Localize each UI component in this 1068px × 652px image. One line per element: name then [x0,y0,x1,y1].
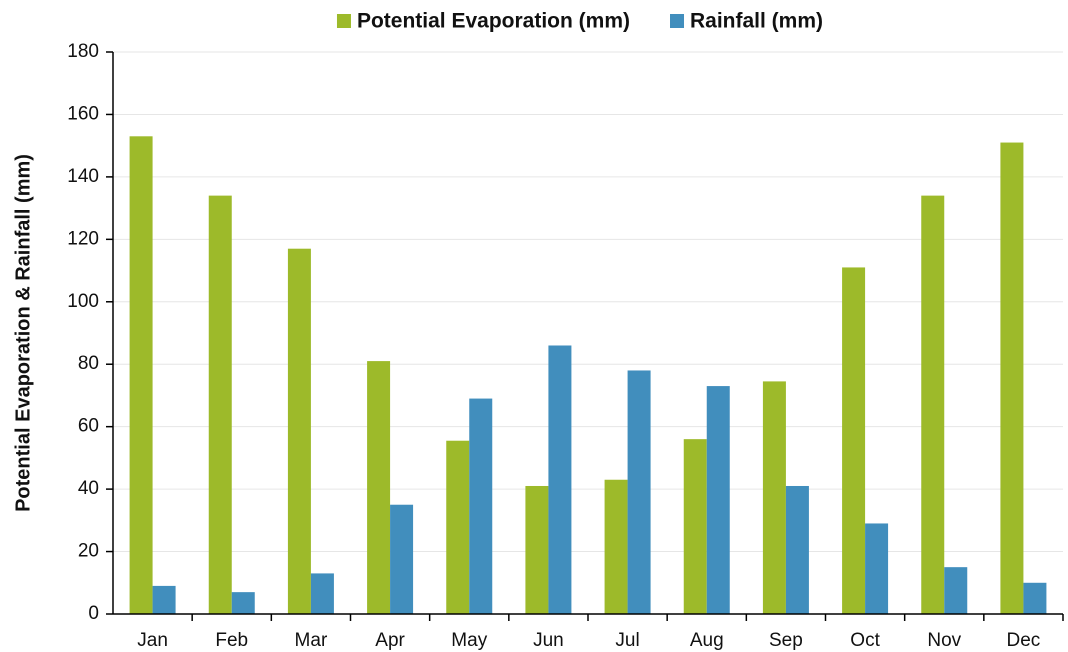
y-tick-label: 120 [67,228,99,249]
y-tick-label: 20 [78,541,99,562]
y-tick-label: 80 [78,353,99,374]
legend-label: Potential Evaporation (mm) [357,10,630,33]
y-tick-label: 140 [67,166,99,187]
x-tick-label: Jul [615,630,639,651]
bar [604,479,628,614]
y-tick-label: 180 [67,41,99,62]
bar [129,136,153,615]
bar [865,523,889,614]
y-tick-label: 40 [78,478,99,499]
y-tick-label: 160 [67,103,99,124]
x-tick-label: Mar [295,630,328,651]
x-tick-label: Jan [137,630,168,651]
bar [208,195,232,614]
y-tick-label: 0 [88,603,99,624]
x-tick-label: Jun [533,630,564,651]
bar [1023,582,1047,614]
bar [469,398,493,614]
bar [367,361,391,614]
legend-label: Rainfall (mm) [690,10,823,33]
bar [310,573,334,614]
x-tick-label: Oct [850,630,880,651]
x-tick-label: Feb [215,630,248,651]
legend-swatch [670,14,685,28]
bar [1000,142,1024,615]
bar [842,267,866,614]
bar [944,567,968,614]
y-axis-title: Potential Evaporation & Rainfall (mm) [12,154,34,512]
x-tick-label: May [451,630,487,651]
bar [921,195,945,614]
legend-swatch [336,14,351,28]
bar [762,381,786,614]
y-tick-label: 100 [67,291,99,312]
bar [683,439,707,614]
x-tick-label: Apr [375,630,405,651]
x-tick-label: Aug [690,630,724,651]
bar [706,386,730,614]
y-tick-label: 60 [78,416,99,437]
x-tick-label: Sep [769,630,803,651]
bar [231,592,255,614]
bar [525,485,549,614]
bar [785,485,809,614]
bar [287,248,311,614]
bar [390,504,414,614]
bar [152,585,176,614]
bar [627,370,651,614]
bar [548,345,572,614]
x-tick-label: Dec [1007,630,1041,651]
bar [446,440,470,614]
x-tick-label: Nov [927,630,961,651]
